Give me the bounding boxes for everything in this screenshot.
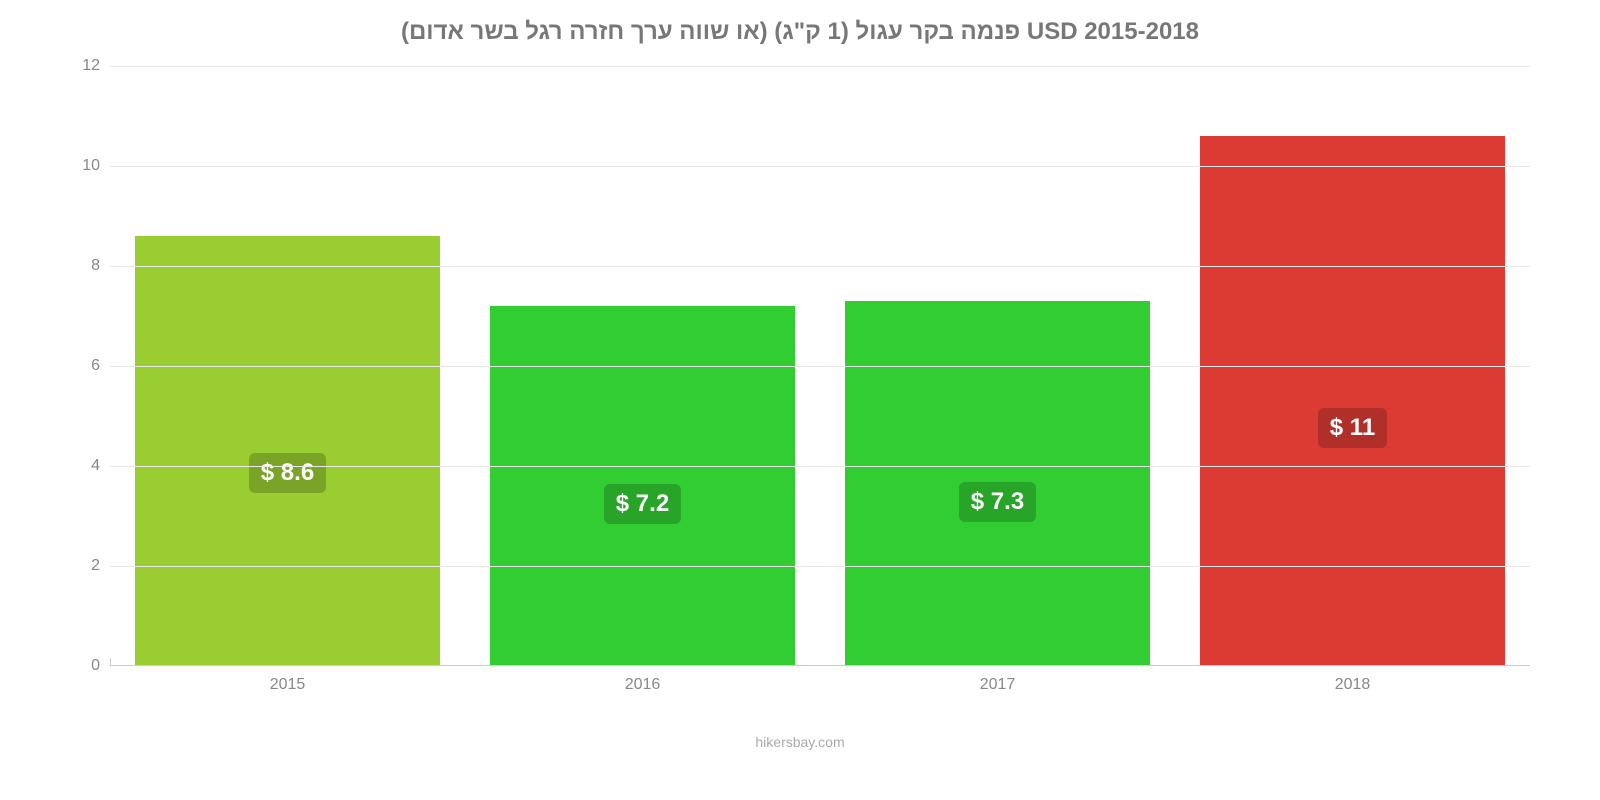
- xtick-2015: 2015: [270, 676, 306, 694]
- bar-2015: $ 8.6: [135, 236, 440, 666]
- gridline: [110, 266, 1530, 267]
- value-label-2018: $ 11: [1318, 408, 1387, 448]
- gridline: [110, 566, 1530, 567]
- gridline: [110, 366, 1530, 367]
- value-label-2016: $ 7.2: [604, 484, 681, 524]
- ytick-label: 0: [60, 657, 100, 675]
- ytick-label: 8: [60, 257, 100, 275]
- gridline: [110, 466, 1530, 467]
- gridline: [110, 166, 1530, 167]
- footer-attribution: hikersbay.com: [755, 734, 844, 750]
- xtick-2016: 2016: [625, 676, 661, 694]
- y-axis-stub: [110, 658, 111, 666]
- xtick-2018: 2018: [1335, 676, 1371, 694]
- x-axis-baseline: [110, 665, 1530, 666]
- plot-region: $ 8.6 2015 $ 7.2 2016 $ 7.3 2017 $ 11: [110, 66, 1530, 666]
- ytick-label: 4: [60, 457, 100, 475]
- ytick-label: 6: [60, 357, 100, 375]
- bar-2016: $ 7.2: [490, 306, 795, 666]
- value-label-2015: $ 8.6: [249, 453, 326, 493]
- chart-area: $ 8.6 2015 $ 7.2 2016 $ 7.3 2017 $ 11: [50, 56, 1550, 696]
- xtick-2017: 2017: [980, 676, 1016, 694]
- bar-2018: $ 11: [1200, 136, 1505, 666]
- gridline: [110, 66, 1530, 67]
- ytick-label: 12: [60, 57, 100, 75]
- ytick-label: 2: [60, 557, 100, 575]
- ytick-label: 10: [60, 157, 100, 175]
- chart-title: פנמה בקר עגול (1 ק"ג) (או שווה ערך חזרה …: [401, 18, 1199, 46]
- value-label-2017: $ 7.3: [959, 482, 1036, 522]
- bar-2017: $ 7.3: [845, 301, 1150, 666]
